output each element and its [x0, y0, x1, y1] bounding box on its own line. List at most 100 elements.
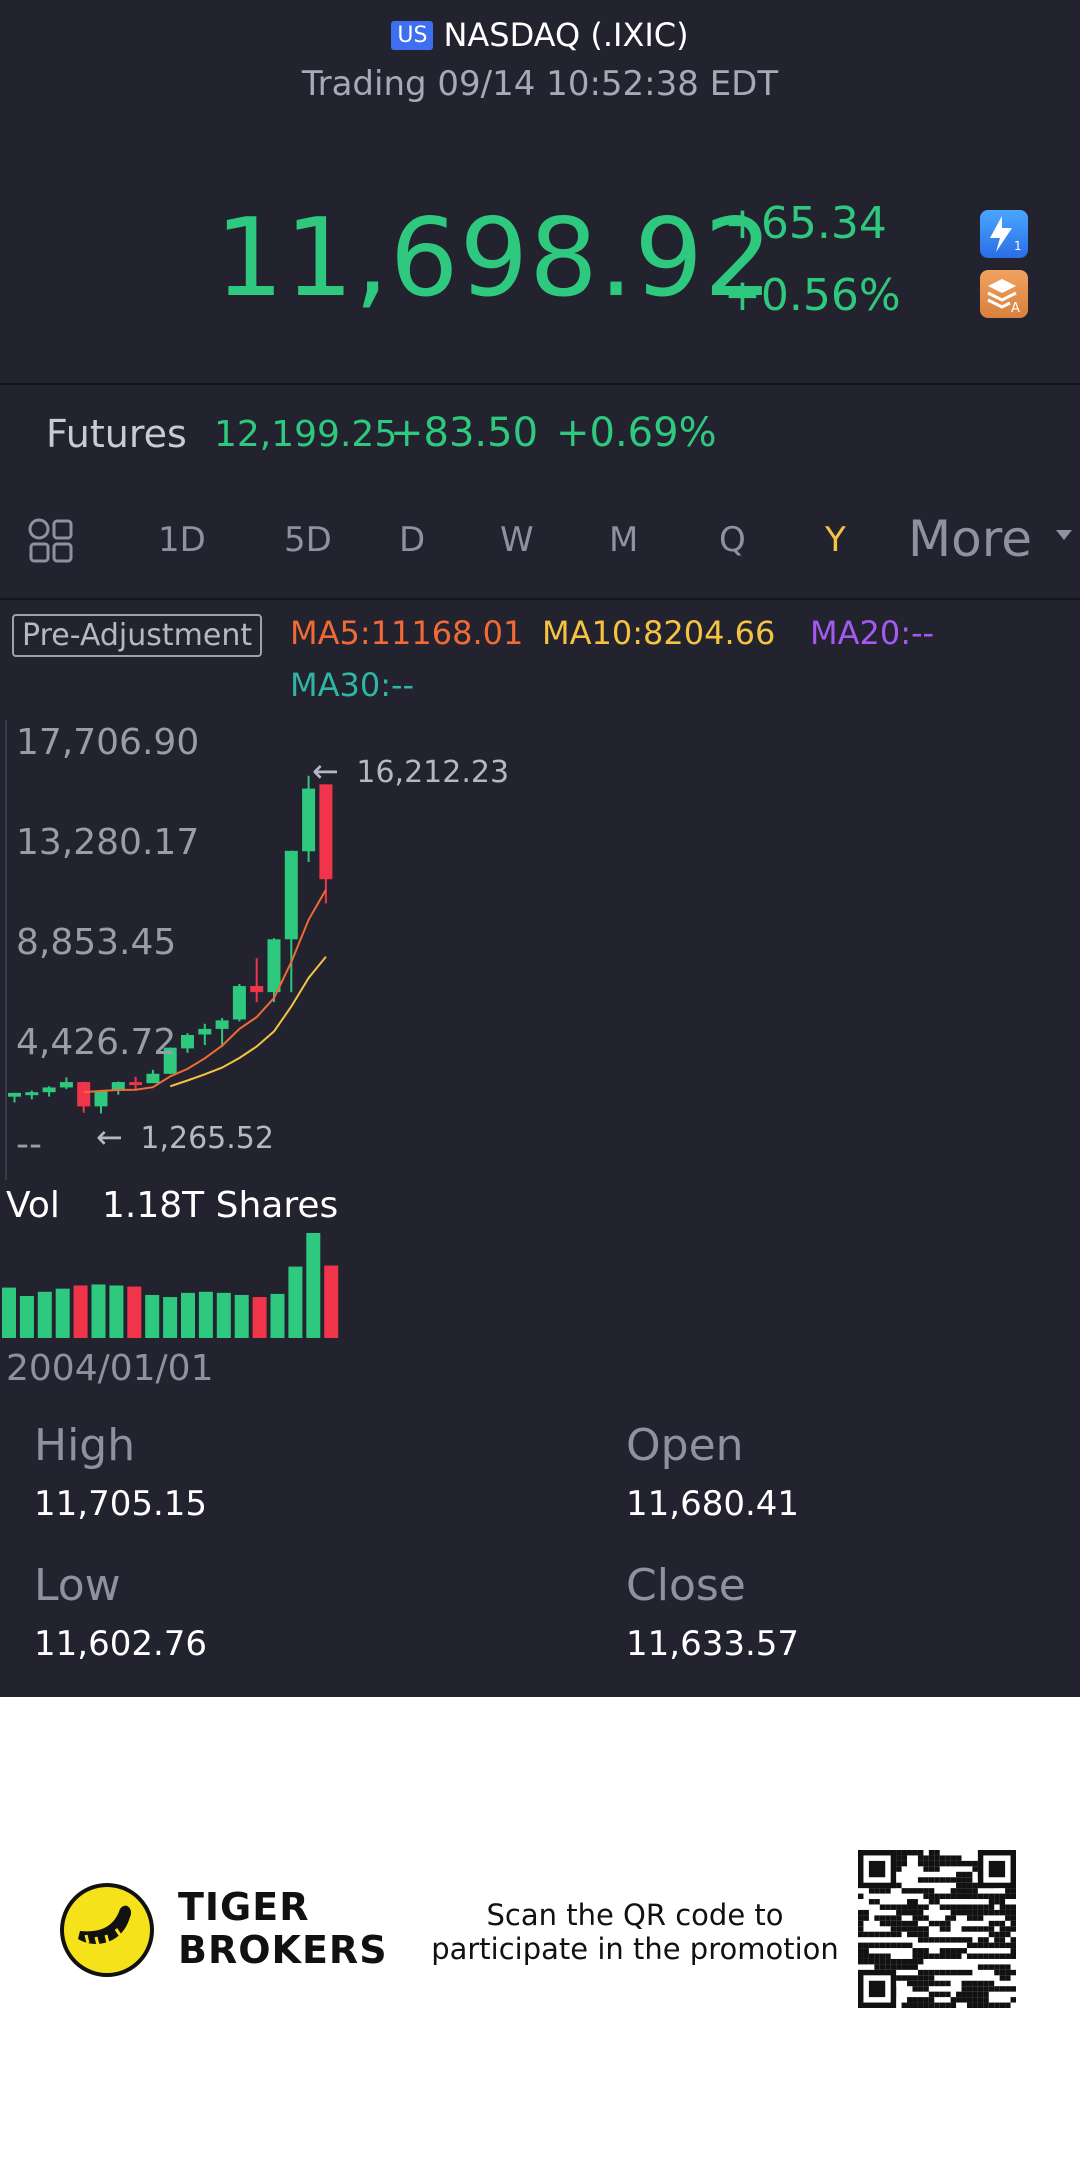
- qr-module: [988, 1986, 995, 1992]
- qr-module: [896, 1964, 902, 1970]
- futures-change-pct: +0.69%: [556, 410, 717, 456]
- qr-module: [928, 1877, 935, 1883]
- qr-module: [972, 1986, 978, 1992]
- qr-module: [972, 1904, 978, 1910]
- qr-module: [966, 1986, 973, 1992]
- qr-module: [928, 1899, 935, 1905]
- qr-module: [912, 1904, 918, 1910]
- qr-module: [956, 1909, 962, 1916]
- qr-module: [966, 1942, 973, 1949]
- qr-module: [956, 1997, 962, 2003]
- qr-module: [950, 1909, 957, 1916]
- price-change-pct: +0.56%: [724, 270, 901, 321]
- qr-module: [966, 1926, 973, 1932]
- qr-module: [939, 1904, 946, 1910]
- qr-module: [961, 1877, 967, 1883]
- ticker-title: US NASDAQ (.IXIC): [0, 16, 1080, 54]
- tab-1d[interactable]: 1D: [158, 520, 206, 560]
- qr-module: [983, 1953, 989, 1959]
- qr-module: [917, 1948, 924, 1954]
- qr-module: [912, 1850, 918, 1856]
- qr-module: [956, 1877, 962, 1883]
- qr-module: [923, 1953, 929, 1959]
- qr-module: [1005, 1975, 1011, 1981]
- caret-down-icon[interactable]: [1056, 530, 1072, 540]
- qr-module: [923, 1888, 929, 1894]
- qr-module: [988, 1860, 1006, 1878]
- qr-module: [874, 1888, 880, 1894]
- qr-module: [1005, 1931, 1011, 1938]
- qr-module: [950, 1860, 957, 1867]
- qr-module: [1010, 1986, 1016, 1992]
- tab-q[interactable]: Q: [719, 520, 746, 560]
- tab-5d[interactable]: 5D: [284, 520, 332, 560]
- qr-module: [923, 1855, 929, 1861]
- qr-module: [956, 1893, 962, 1900]
- qr-module: [977, 1953, 984, 1959]
- qr-module: [966, 2002, 973, 2008]
- qr-module: [890, 1958, 897, 1965]
- candlestick-chart[interactable]: [0, 700, 1080, 1390]
- qr-module: [923, 1926, 929, 1932]
- qr-module: [972, 1888, 978, 1894]
- qr-module: [907, 2002, 913, 2008]
- qr-module: [917, 1855, 924, 1861]
- qr-module: [890, 1920, 897, 1927]
- qr-module: [907, 1904, 913, 1910]
- candle-body: [284, 850, 298, 940]
- qr-module: [1010, 1893, 1016, 1900]
- qr-module: [923, 1980, 929, 1987]
- qr-module: [972, 1953, 978, 1959]
- qr-module: [977, 2002, 984, 2008]
- qr-module: [917, 1969, 924, 1976]
- qr-module: [896, 1855, 902, 1861]
- qr-module: [945, 1926, 951, 1932]
- qr-module: [972, 2002, 978, 2008]
- qr-module: [999, 1920, 1006, 1927]
- tab-d[interactable]: D: [399, 520, 426, 560]
- volume-bar: [91, 1284, 106, 1338]
- qr-module: [896, 1926, 902, 1932]
- qr-module: [1010, 1920, 1016, 1927]
- qr-module: [1005, 1986, 1011, 1992]
- qr-module: [896, 1915, 902, 1921]
- qr-module: [961, 1980, 967, 1987]
- tab-w[interactable]: W: [500, 520, 534, 560]
- layers-stack-icon[interactable]: A: [980, 270, 1028, 318]
- tab-y[interactable]: Y: [825, 520, 846, 560]
- qr-module: [966, 1997, 973, 2003]
- qr-module: [950, 1953, 957, 1959]
- qr-module: [896, 1860, 902, 1867]
- qr-module: [907, 1920, 913, 1927]
- candle-body: [25, 1092, 39, 1096]
- qr-module: [956, 1969, 962, 1976]
- qr-module: [999, 1899, 1006, 1905]
- volume-bar: [198, 1291, 213, 1338]
- qr-module: [917, 1986, 924, 1992]
- qr-module: [885, 1920, 891, 1927]
- qr-module: [1005, 1904, 1011, 1910]
- grid-menu-icon[interactable]: [28, 518, 74, 564]
- qr-module: [950, 1877, 957, 1883]
- qr-module: [879, 1931, 886, 1938]
- tab-more[interactable]: More: [908, 510, 1032, 568]
- lightning-level1-icon[interactable]: 1: [980, 210, 1028, 258]
- qr-module: [868, 1888, 875, 1894]
- qr-module: [928, 1888, 935, 1894]
- pre-adjustment-toggle[interactable]: Pre-Adjustment: [12, 614, 263, 657]
- qr-module: [1010, 1942, 1016, 1949]
- qr-module: [956, 1948, 962, 1954]
- qr-module: [961, 1948, 967, 1954]
- qr-module: [868, 1942, 875, 1949]
- qr-module: [890, 1942, 897, 1949]
- arrow-left-icon: ←: [96, 1118, 123, 1156]
- candle-body: [181, 1035, 194, 1049]
- qr-module: [907, 1942, 913, 1949]
- tab-m[interactable]: M: [609, 520, 639, 560]
- candle-body: [59, 1082, 73, 1088]
- qr-module: [901, 1909, 908, 1916]
- qr-module: [1010, 1997, 1016, 2003]
- candle-body: [163, 1047, 177, 1074]
- qr-module: [939, 1877, 946, 1883]
- qr-module: [901, 2002, 908, 2008]
